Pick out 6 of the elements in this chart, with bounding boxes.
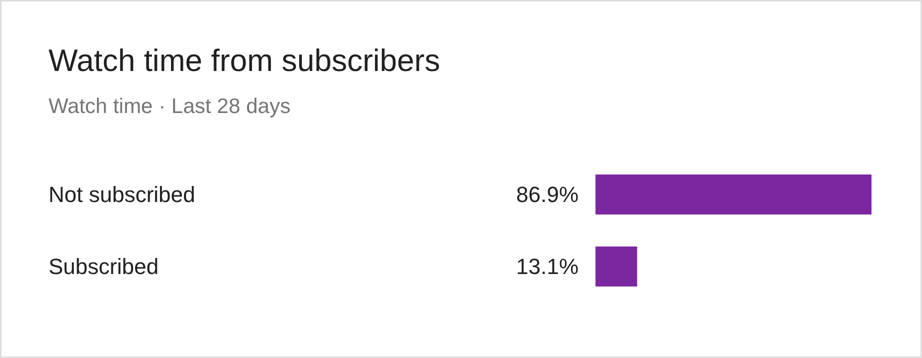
data-label: 86.9% xyxy=(516,182,579,207)
text: Watch time from subscribers xyxy=(48,43,440,78)
y-tick-label: Not subscribed xyxy=(48,182,196,207)
text: Watch time · Last 28 days xyxy=(48,95,290,118)
y-tick-label: Subscribed xyxy=(48,254,159,279)
data-label: 13.1% xyxy=(516,254,579,279)
